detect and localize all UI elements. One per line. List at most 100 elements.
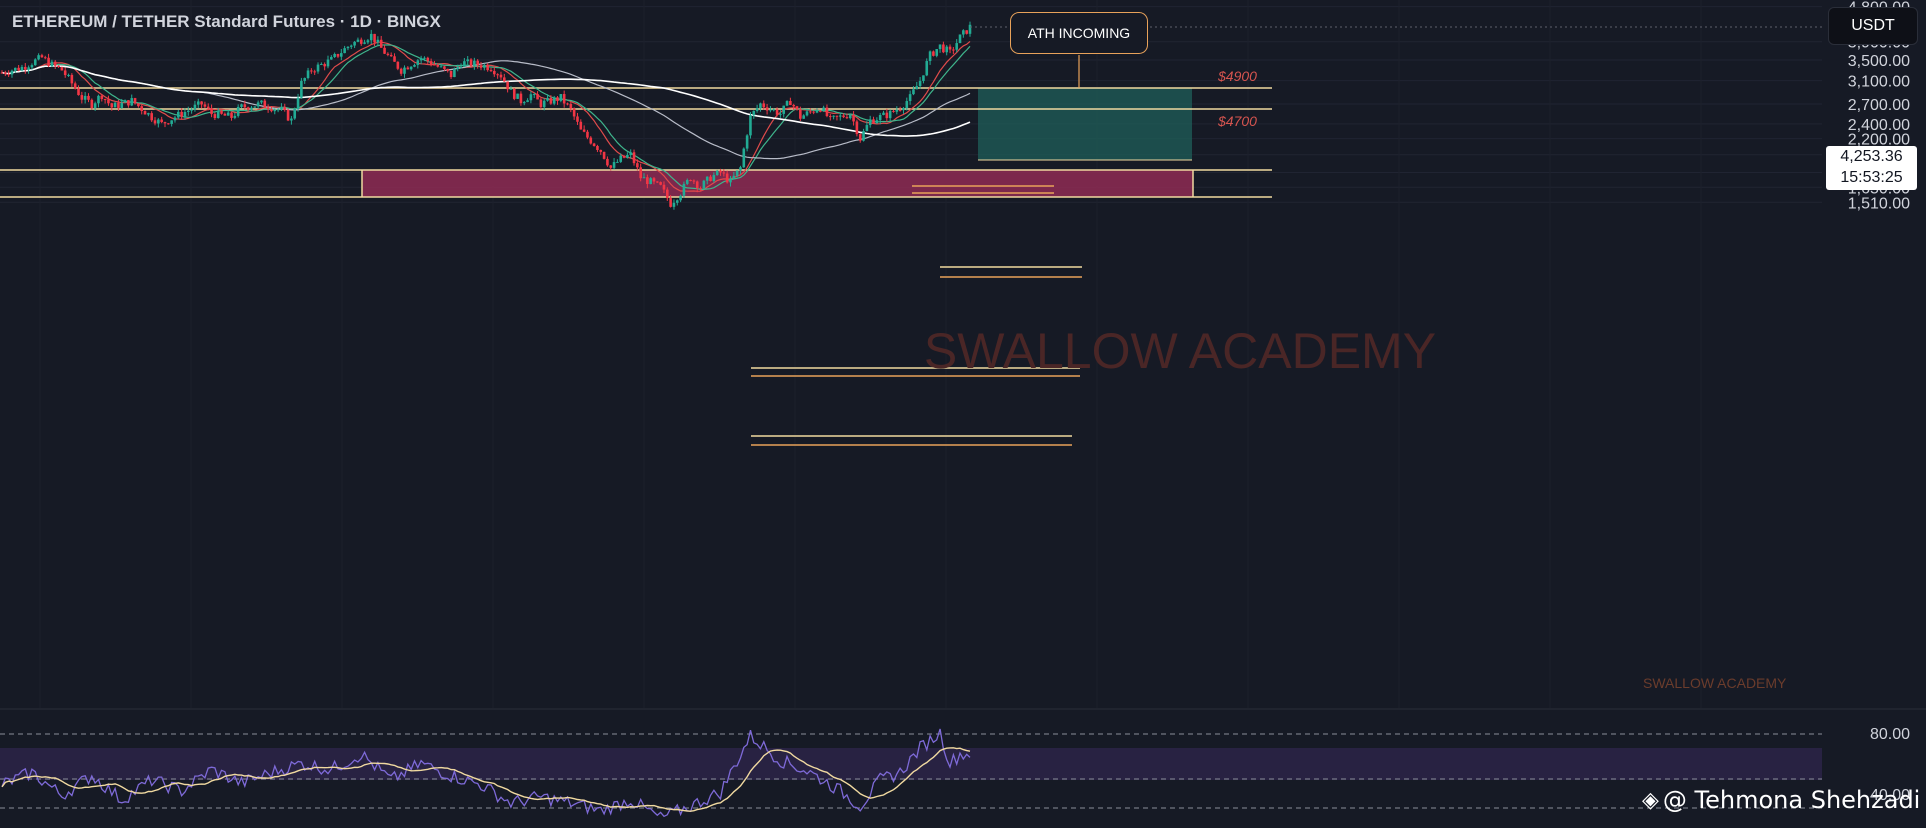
candle-body (409, 66, 413, 70)
candle-body (602, 151, 606, 159)
candle-body (153, 120, 157, 124)
candle-body (582, 129, 586, 132)
candle-body (87, 95, 90, 100)
target-zone (978, 88, 1192, 160)
y-tick-label: 2,400.00 (1848, 117, 1910, 134)
candle-body (842, 115, 845, 118)
candle-body (363, 42, 366, 44)
candle-body (393, 56, 396, 62)
candle-body (483, 65, 486, 68)
candle-body (509, 88, 513, 90)
candle-body (772, 109, 776, 111)
candle-body (203, 104, 207, 107)
candle-body (0, 72, 4, 74)
candle-body (908, 94, 912, 102)
candle-body (516, 93, 519, 99)
candle-body (270, 109, 273, 112)
candle-body (183, 111, 187, 117)
candle-body (80, 95, 84, 100)
candle-body (210, 108, 213, 115)
candle-body (619, 155, 623, 162)
rsi-line (1, 728, 971, 818)
candle-body (865, 125, 869, 131)
candle-body (383, 47, 386, 54)
rsi-ma-line (1, 747, 971, 812)
candle-body (473, 60, 476, 67)
candle-body (506, 81, 509, 90)
candle-body (366, 40, 370, 43)
candle-body (60, 67, 64, 71)
candle-body (968, 24, 972, 34)
candle-body (167, 123, 170, 125)
candle-body (819, 110, 822, 112)
candle-body (789, 101, 792, 105)
credit: ◈ @ Tehmona Shehzadi (1642, 786, 1920, 814)
credit-text: @ Tehmona Shehzadi (1662, 786, 1921, 814)
candle-body (596, 145, 599, 150)
candle-body (616, 161, 619, 163)
candle-body (369, 33, 373, 41)
candle-body (236, 106, 240, 116)
candle-body (759, 103, 762, 109)
candle-body (785, 101, 789, 106)
candle-body (935, 49, 939, 56)
candle-body (426, 57, 430, 62)
candle-body (938, 44, 942, 50)
candle-body (579, 121, 583, 130)
candle-body (100, 95, 104, 100)
candle-body (552, 97, 556, 104)
candle-body (356, 39, 360, 42)
candle-body (542, 100, 546, 108)
candle-body (303, 78, 307, 81)
current-price-badge: 4,253.36 15:53:25 (1826, 146, 1917, 190)
candle-body (948, 46, 952, 50)
candle-body (512, 88, 516, 99)
candle-body (263, 100, 267, 108)
ma-short-green (1, 44, 971, 191)
candle-body (373, 33, 376, 43)
candle-body (10, 70, 14, 75)
candle-body (200, 101, 203, 105)
ath-callout: ATH INCOMING (1010, 12, 1148, 54)
y-tick-label: 2,700.00 (1848, 97, 1910, 114)
candle-body (639, 167, 642, 179)
currency-button[interactable]: USDT (1828, 7, 1918, 45)
candle-body (722, 172, 726, 174)
candle-body (453, 68, 456, 78)
candle-body (592, 143, 596, 146)
candle-body (769, 109, 772, 111)
candle-body (872, 119, 875, 124)
candle-body (828, 116, 832, 118)
candle-body (306, 70, 310, 79)
candle-body (685, 180, 689, 184)
candle-body (379, 39, 383, 48)
candle-body (675, 200, 679, 203)
candle-body (386, 53, 390, 55)
candle-body (110, 103, 114, 108)
candle-body (177, 111, 180, 118)
candle-body (143, 111, 147, 115)
candle-body (233, 115, 237, 118)
candle-body (226, 112, 230, 116)
candle-body (489, 70, 493, 72)
candle-body (656, 181, 659, 183)
candle-body (266, 107, 270, 110)
candle-body (230, 112, 233, 118)
candle-body (466, 59, 470, 62)
candle-body (502, 77, 506, 82)
candle-body (70, 74, 74, 84)
candle-body (403, 67, 406, 74)
candle-body (296, 97, 300, 110)
candle-body (443, 66, 446, 69)
candle-body (313, 71, 316, 73)
candle-body (549, 97, 553, 104)
candle-body (825, 107, 829, 117)
candle-body (456, 66, 460, 69)
candle-body (256, 102, 260, 107)
zone-layer (0, 55, 1272, 446)
candle-body (33, 59, 37, 66)
candle-body (293, 109, 297, 119)
chart-title: ETHEREUM / TETHER Standard Futures · 1D … (12, 12, 441, 31)
candle-body (875, 120, 879, 124)
